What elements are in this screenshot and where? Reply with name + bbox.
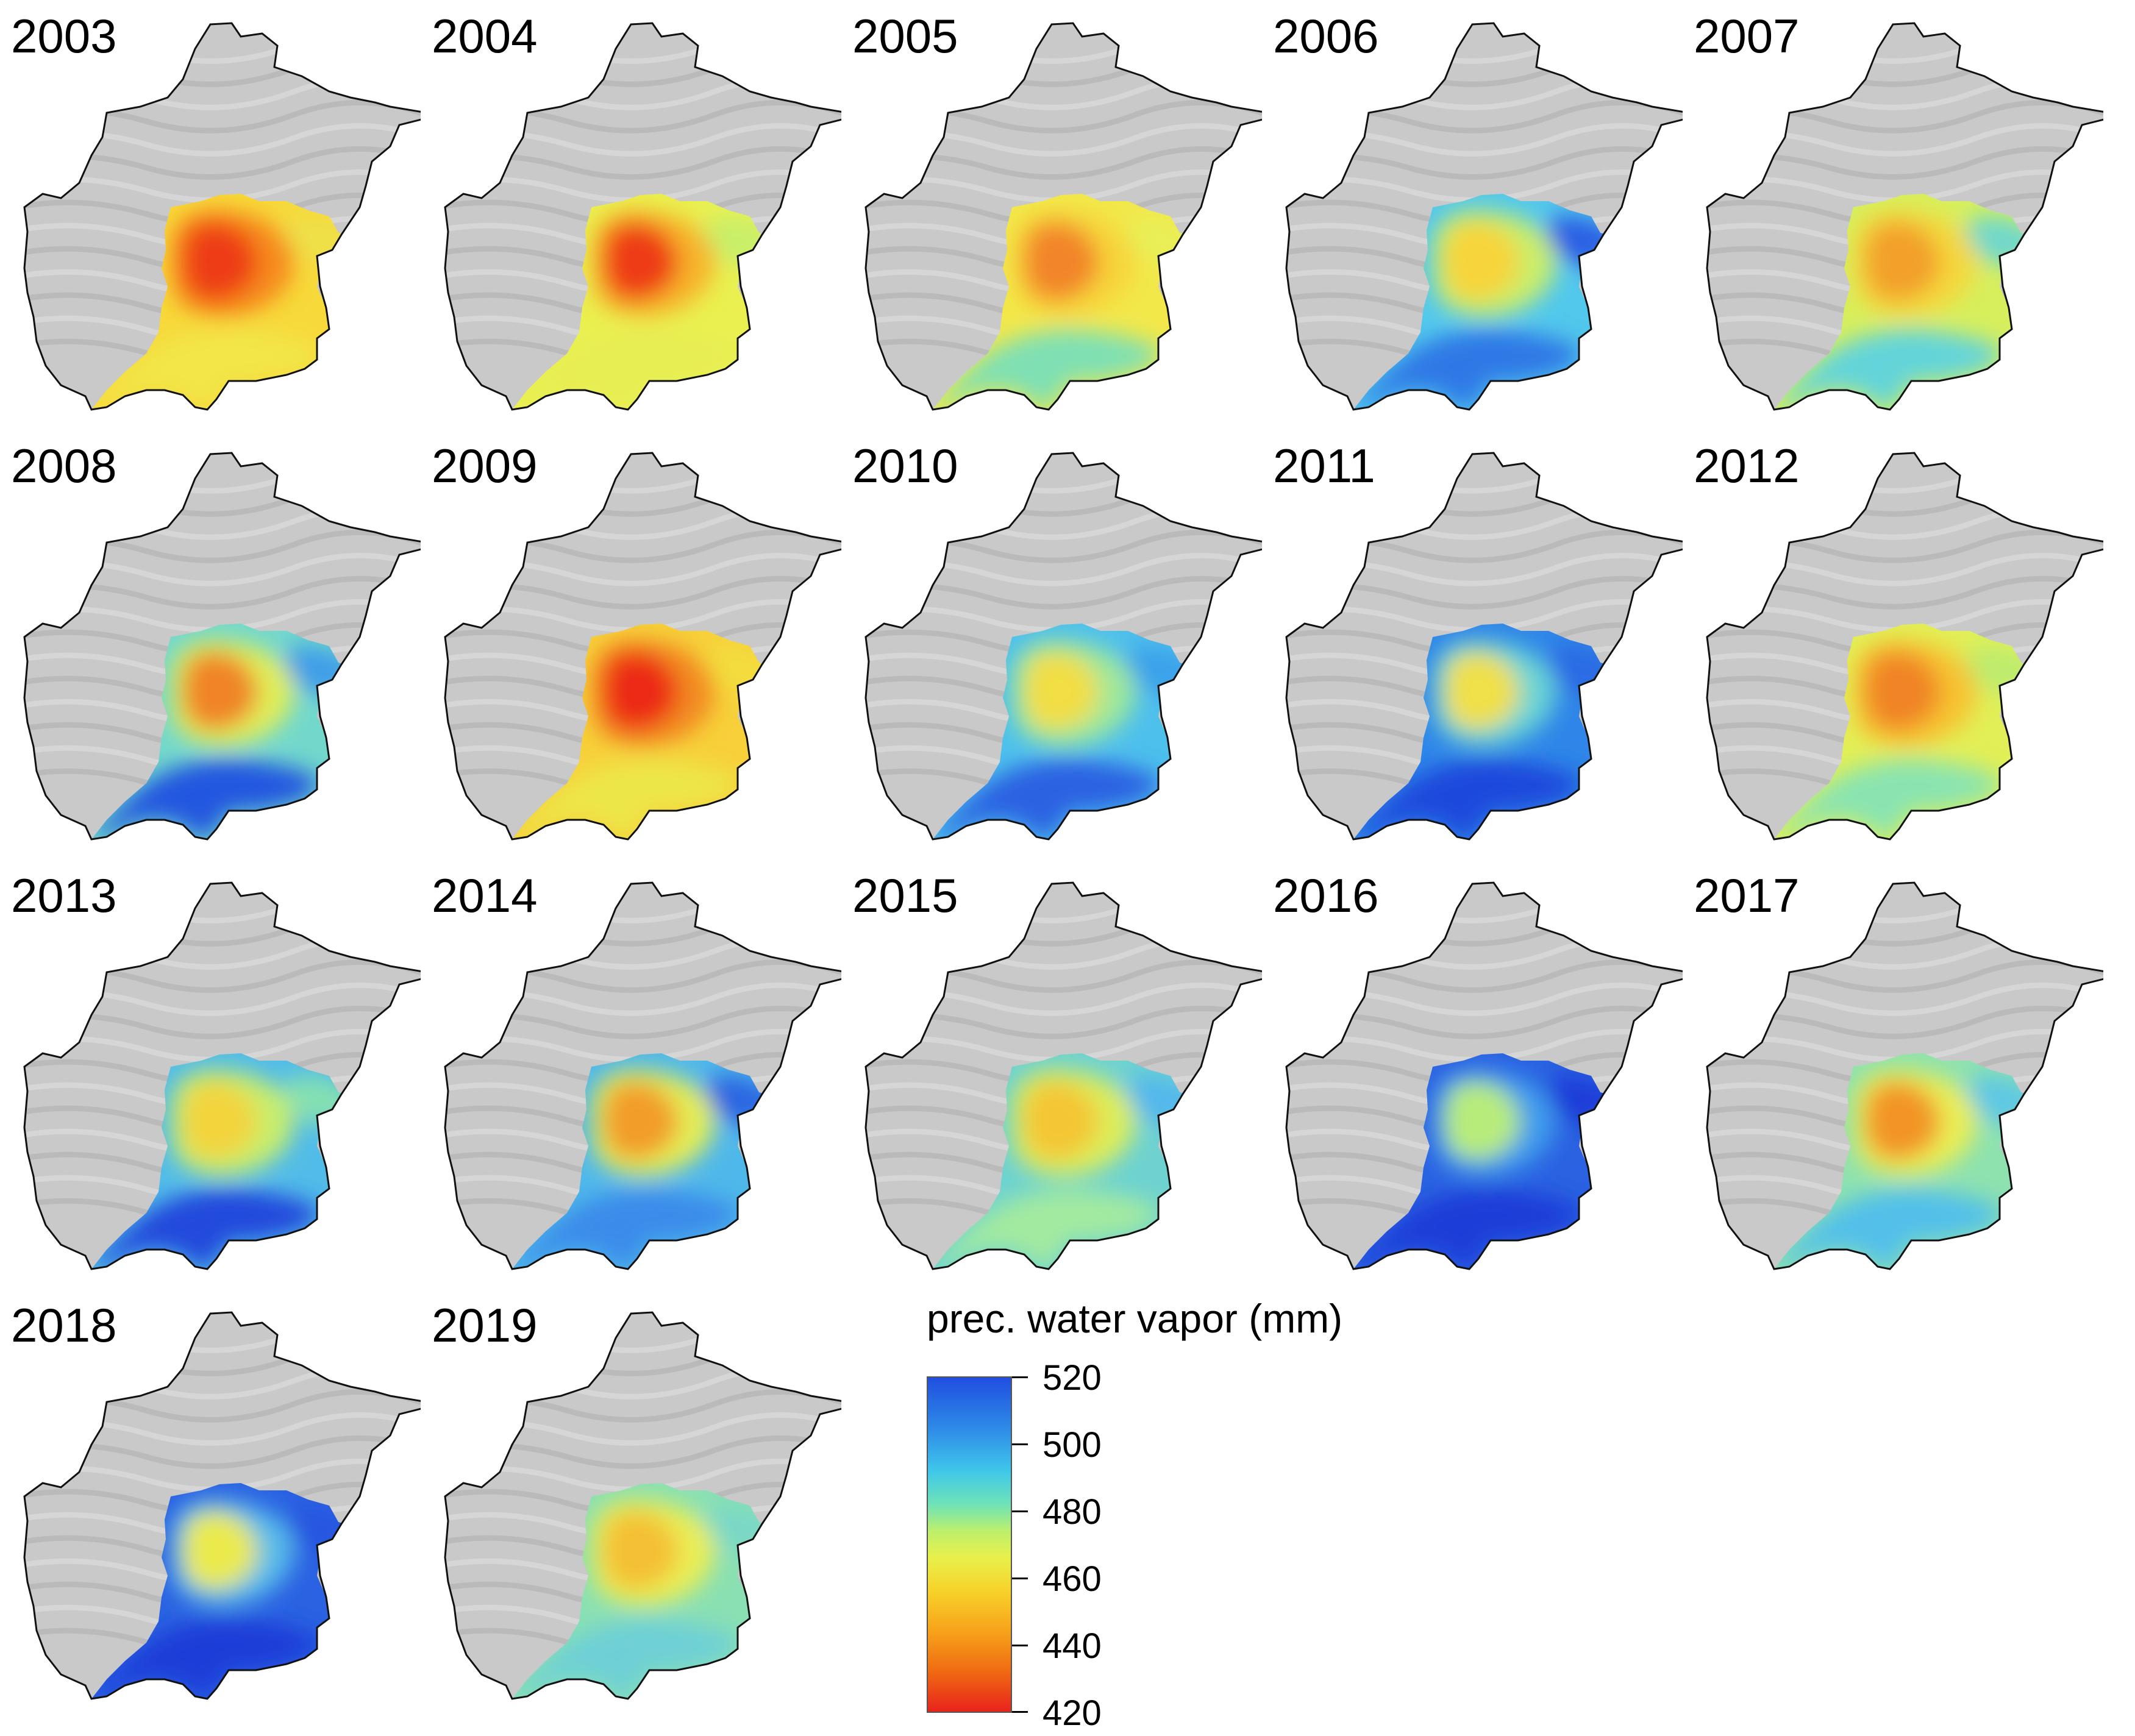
region-boundary <box>23 452 421 841</box>
tick-mark <box>1012 1711 1028 1713</box>
map-2014 <box>444 881 841 1270</box>
panel-year-label: 2013 <box>11 869 117 922</box>
region-boundary <box>1706 881 2103 1270</box>
panel-year-label: 2016 <box>1273 869 1379 922</box>
map-2011 <box>1285 452 1683 841</box>
region-boundary <box>23 22 421 411</box>
region-boundary <box>1706 452 2103 841</box>
map-panel-2018: 2018 <box>0 1289 421 1716</box>
map-panel-2017: 2017 <box>1683 859 2103 1286</box>
tick-mark <box>1012 1578 1028 1579</box>
map-panel-2009: 2009 <box>421 430 841 856</box>
tick-label-460: 460 <box>1043 1559 1102 1599</box>
region-boundary <box>864 452 1262 841</box>
panel-year-label: 2004 <box>432 9 538 63</box>
map-panel-2014: 2014 <box>421 859 841 1286</box>
panel-year-label: 2008 <box>11 439 117 493</box>
colorbar-legend: prec. water vapor (mm) 520 500 480 460 4… <box>927 1296 1475 1731</box>
region-boundary <box>444 881 841 1270</box>
map-panel-2019: 2019 <box>421 1289 841 1716</box>
map-panel-2011: 2011 <box>1262 430 1683 856</box>
legend-title: prec. water vapor (mm) <box>927 1296 1343 1341</box>
map-panel-2006: 2006 <box>1262 0 1683 427</box>
tick-label-500: 500 <box>1043 1425 1102 1465</box>
tick-mark <box>1012 1645 1028 1646</box>
region-boundary <box>864 881 1262 1270</box>
panel-year-label: 2014 <box>432 869 538 922</box>
panel-year-label: 2015 <box>852 869 958 922</box>
tick-mark <box>1012 1443 1028 1445</box>
map-2012 <box>1706 452 2103 841</box>
map-panel-2015: 2015 <box>841 859 1262 1286</box>
tick-mark <box>1012 1510 1028 1512</box>
panel-year-label: 2018 <box>11 1298 117 1352</box>
pwv-field-2016 <box>1353 1053 1628 1269</box>
map-2019 <box>444 1311 841 1700</box>
map-2013 <box>23 881 421 1270</box>
map-panel-2007: 2007 <box>1683 0 2103 427</box>
colorbar-gradient <box>927 1376 1012 1713</box>
map-2018 <box>23 1311 421 1700</box>
map-panel-2010: 2010 <box>841 430 1262 856</box>
region-boundary <box>444 22 841 411</box>
region-boundary <box>1285 881 1683 1270</box>
panel-year-label: 2011 <box>1273 439 1375 493</box>
map-panel-2013: 2013 <box>0 859 421 1286</box>
region-boundary <box>23 1311 421 1700</box>
map-2003 <box>23 22 421 411</box>
map-2005 <box>864 22 1262 411</box>
region-boundary <box>864 22 1262 411</box>
tick-label-520: 520 <box>1043 1358 1102 1398</box>
map-2016 <box>1285 881 1683 1270</box>
map-panel-2003: 2003 <box>0 0 421 427</box>
pwv-field-2003 <box>91 194 366 410</box>
region-boundary <box>444 1311 841 1700</box>
panel-year-label: 2003 <box>11 9 117 63</box>
panel-year-label: 2006 <box>1273 9 1379 63</box>
tick-label-480: 480 <box>1043 1492 1102 1532</box>
region-boundary <box>23 881 421 1270</box>
map-panel-2012: 2012 <box>1683 430 2103 856</box>
map-2009 <box>444 452 841 841</box>
map-2017 <box>1706 881 2103 1270</box>
panel-year-label: 2005 <box>852 9 958 63</box>
panel-year-label: 2012 <box>1694 439 1800 493</box>
panel-year-label: 2009 <box>432 439 538 493</box>
pwv-field-2005 <box>933 194 1207 410</box>
map-panel-2008: 2008 <box>0 430 421 856</box>
map-2010 <box>864 452 1262 841</box>
pwv-field-2017 <box>1774 1053 2048 1269</box>
map-panel-2004: 2004 <box>421 0 841 427</box>
panel-year-label: 2019 <box>432 1298 538 1352</box>
tick-label-440: 440 <box>1043 1626 1102 1666</box>
pwv-field-2014 <box>512 1053 786 1269</box>
panel-year-label: 2010 <box>852 439 958 493</box>
map-2007 <box>1706 22 2103 411</box>
map-2006 <box>1285 22 1683 411</box>
map-2008 <box>23 452 421 841</box>
panel-year-label: 2007 <box>1694 9 1800 63</box>
pwv-field-2011 <box>1353 624 1628 839</box>
region-boundary <box>1285 22 1683 411</box>
panel-year-label: 2017 <box>1694 869 1800 922</box>
map-2015 <box>864 881 1262 1270</box>
map-panel-2016: 2016 <box>1262 859 1683 1286</box>
region-boundary <box>444 452 841 841</box>
map-2004 <box>444 22 841 411</box>
map-panel-2005: 2005 <box>841 0 1262 427</box>
region-boundary <box>1285 452 1683 841</box>
tick-mark <box>1012 1376 1028 1378</box>
region-boundary <box>1706 22 2103 411</box>
tick-label-420: 420 <box>1043 1693 1102 1733</box>
